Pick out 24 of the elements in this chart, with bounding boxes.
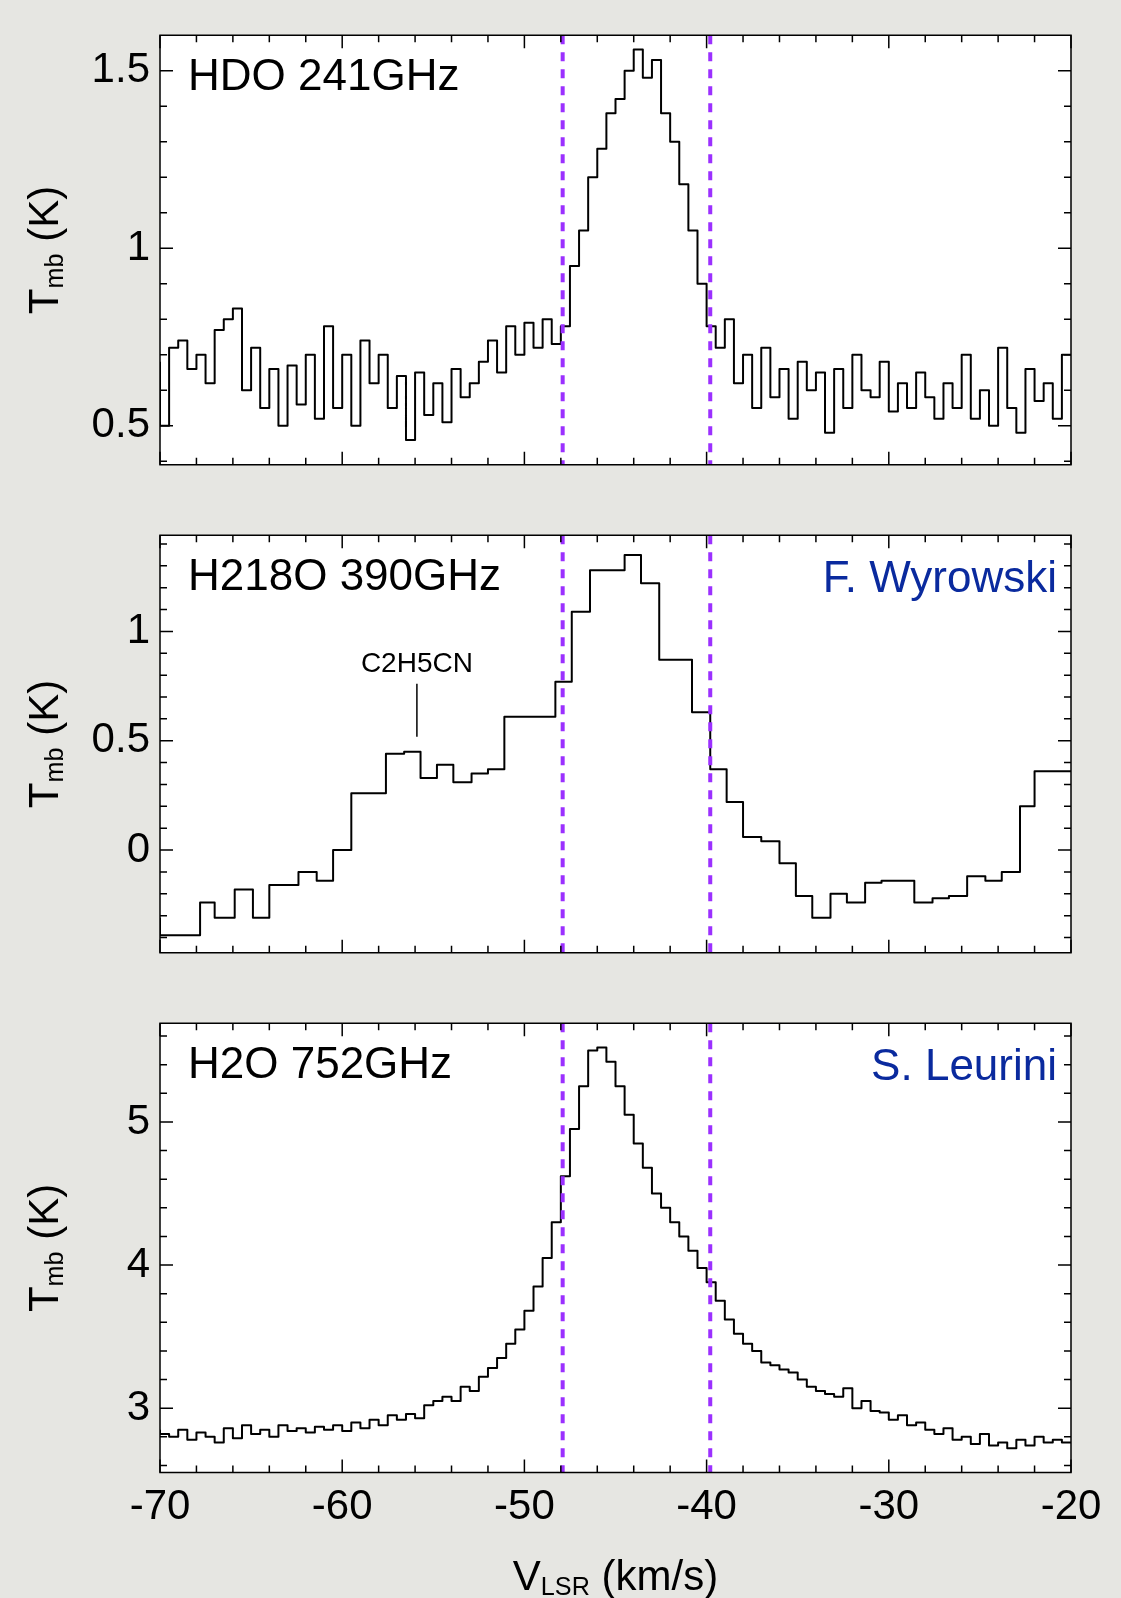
- x-tick-label: -30: [858, 1481, 920, 1529]
- y-tick-label: 5: [126, 1095, 150, 1143]
- annotation: S. Leurini: [871, 1040, 1057, 1090]
- y-tick-label: 3: [126, 1381, 150, 1429]
- y-axis-title: Tmb (K): [20, 679, 69, 809]
- chart-title: H2O 752GHz: [188, 1038, 453, 1088]
- annotation: C2H5CN: [360, 646, 473, 678]
- x-tick-label: -70: [129, 1481, 191, 1529]
- y-tick-label: 0.5: [91, 714, 150, 762]
- chart-title: HDO 241GHz: [188, 50, 460, 100]
- y-tick-label: 0: [126, 823, 150, 871]
- y-tick-label: 4: [126, 1238, 150, 1286]
- x-tick-label: -50: [494, 1481, 555, 1529]
- y-tick-label: 0.5: [91, 399, 150, 447]
- y-tick-label: 1.5: [91, 44, 150, 92]
- y-tick-label: 1: [126, 604, 150, 652]
- x-tick-label: -20: [1040, 1481, 1102, 1529]
- y-axis-title: Tmb (K): [20, 1183, 69, 1313]
- x-tick-label: -40: [676, 1481, 737, 1529]
- annotation: F. Wyrowski: [822, 552, 1057, 602]
- x-tick-label: -60: [311, 1481, 373, 1529]
- chart-title: H218O 390GHz: [188, 550, 502, 600]
- y-axis-title: Tmb (K): [20, 185, 69, 315]
- y-tick-label: 1: [126, 221, 150, 269]
